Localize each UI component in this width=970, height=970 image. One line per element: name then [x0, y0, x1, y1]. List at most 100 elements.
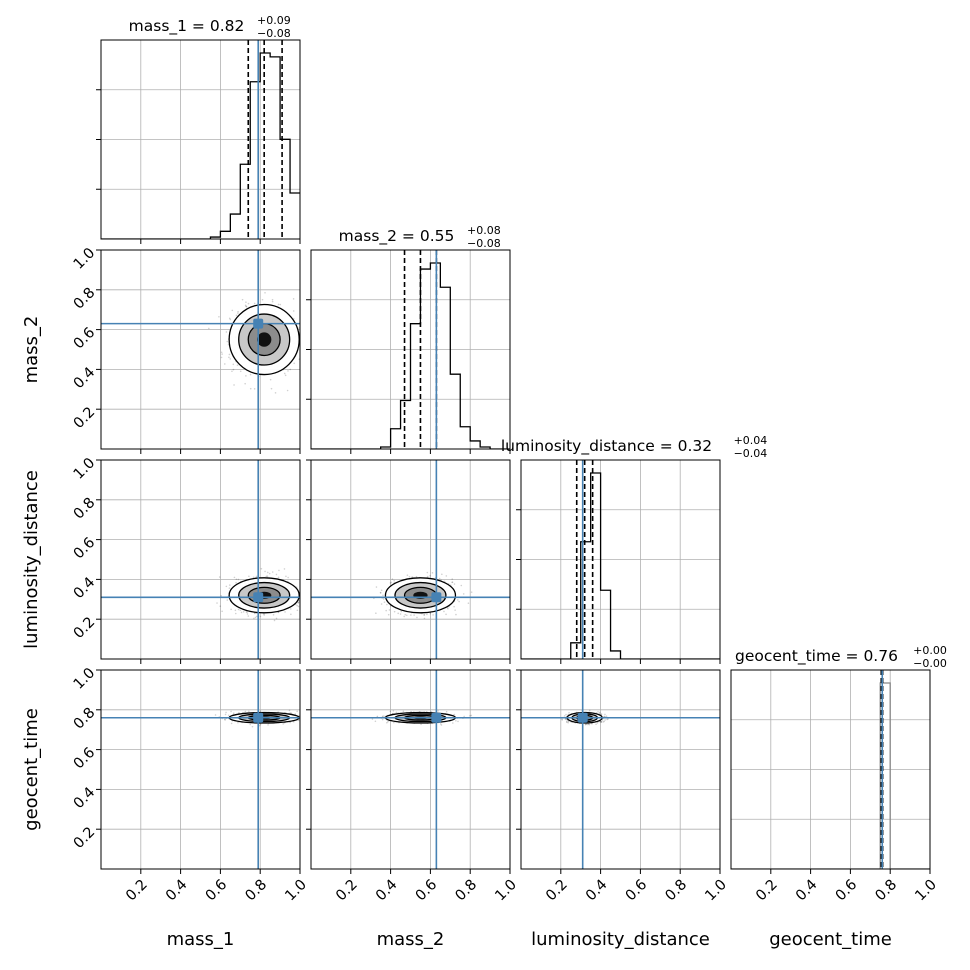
sample-point: [284, 374, 287, 377]
y-tick-label: 0.4: [71, 785, 99, 813]
sample-point: [274, 392, 277, 394]
sample-point: [227, 714, 230, 717]
sample-point: [307, 353, 309, 355]
sample-point: [234, 612, 237, 615]
title-text: mass_2 = 0.55: [339, 227, 455, 246]
sample-point: [393, 579, 395, 582]
sample-point: [246, 613, 249, 615]
sample-point: [228, 587, 231, 589]
sample-point: [283, 568, 286, 570]
sample-point: [306, 600, 308, 602]
sample-point: [306, 586, 308, 588]
sample-point: [246, 611, 248, 613]
sample-point: [254, 612, 256, 615]
sample-point: [237, 310, 239, 313]
sample-point: [374, 720, 377, 723]
panel-mass_1-mass_2: 0.20.40.60.81.0: [71, 245, 309, 454]
sample-point: [263, 613, 265, 615]
sample-point: [607, 718, 609, 720]
sample-point: [229, 358, 232, 360]
sample-point: [275, 617, 278, 620]
sample-point: [245, 305, 247, 308]
panel-frame: [100, 459, 301, 660]
y-tick-label: 0.2: [71, 614, 99, 642]
sample-point: [380, 603, 383, 605]
sample-point: [289, 712, 292, 714]
sample-point: [445, 613, 447, 616]
sample-point: [269, 378, 272, 381]
sample-point: [389, 582, 392, 584]
density-group: [216, 567, 308, 622]
sample-point: [389, 710, 392, 713]
y-tick-label: 1.0: [71, 245, 99, 273]
sample-point: [588, 723, 591, 726]
sample-point: [235, 314, 238, 317]
sample-point: [302, 718, 304, 720]
sample-point: [410, 614, 412, 616]
sample-point: [606, 718, 608, 721]
sample-point: [303, 331, 305, 333]
sample-point: [253, 302, 256, 305]
sample-point: [272, 613, 275, 616]
sample-point: [237, 312, 239, 314]
sample-point: [292, 298, 295, 300]
y-tick-label: 0.6: [71, 535, 99, 563]
sample-point: [568, 711, 570, 714]
panel-frame: [100, 249, 301, 450]
sample-point: [383, 601, 386, 603]
y-tick-label: 0.8: [71, 705, 99, 733]
sample-point: [235, 578, 238, 581]
y-tick-label: 0.2: [71, 824, 99, 852]
panel-frame: [310, 249, 511, 450]
sample-point: [289, 368, 292, 371]
sample-point: [385, 609, 387, 612]
sample-point: [445, 575, 448, 577]
sample-point: [597, 710, 599, 713]
sample-point: [399, 613, 402, 615]
sample-point: [290, 712, 293, 714]
sample-point: [225, 331, 228, 333]
sample-point: [393, 610, 396, 613]
sample-point: [230, 722, 233, 725]
histogram-line: [101, 52, 300, 239]
sample-point: [302, 717, 304, 719]
sample-point: [305, 722, 307, 724]
y-tick-label: 0.8: [71, 285, 99, 313]
sample-point: [228, 353, 231, 356]
y-tick-label: 0.4: [71, 365, 99, 393]
sample-point: [289, 721, 291, 724]
x-tick-label: 1.0: [492, 877, 520, 905]
sample-point: [248, 575, 250, 578]
sample-point: [463, 715, 465, 718]
sample-point: [236, 364, 239, 366]
sample-point: [301, 598, 303, 600]
sample-point: [225, 711, 227, 714]
sample-point: [304, 336, 306, 338]
y-tick-label: 1.0: [71, 455, 99, 483]
sample-point: [296, 609, 299, 612]
panel-luminosity_distance-geocent_time: 0.2 0.4 0.6 0.8 1.0: [516, 669, 730, 904]
sample-point: [453, 605, 455, 608]
sample-point: [248, 710, 250, 713]
sample-point: [305, 718, 307, 720]
truth-marker: [253, 592, 264, 603]
sample-point: [255, 615, 258, 618]
sample-point: [470, 591, 473, 593]
sample-point: [233, 384, 235, 386]
sample-point: [254, 616, 257, 619]
sample-point: [469, 714, 471, 717]
sample-point: [454, 609, 456, 611]
sample-point: [259, 615, 262, 618]
sample-point: [561, 719, 563, 721]
sample-point: [391, 578, 394, 580]
sample-point: [226, 340, 229, 343]
sample-point: [302, 329, 304, 331]
sample-point: [245, 305, 248, 308]
sample-point: [293, 362, 296, 365]
sample-point: [451, 581, 454, 583]
sample-point: [228, 356, 230, 359]
panel-mass_1-luminosity_distance: 0.20.40.60.81.0: [71, 455, 308, 664]
sample-point: [224, 713, 227, 716]
sample-point: [297, 719, 300, 722]
